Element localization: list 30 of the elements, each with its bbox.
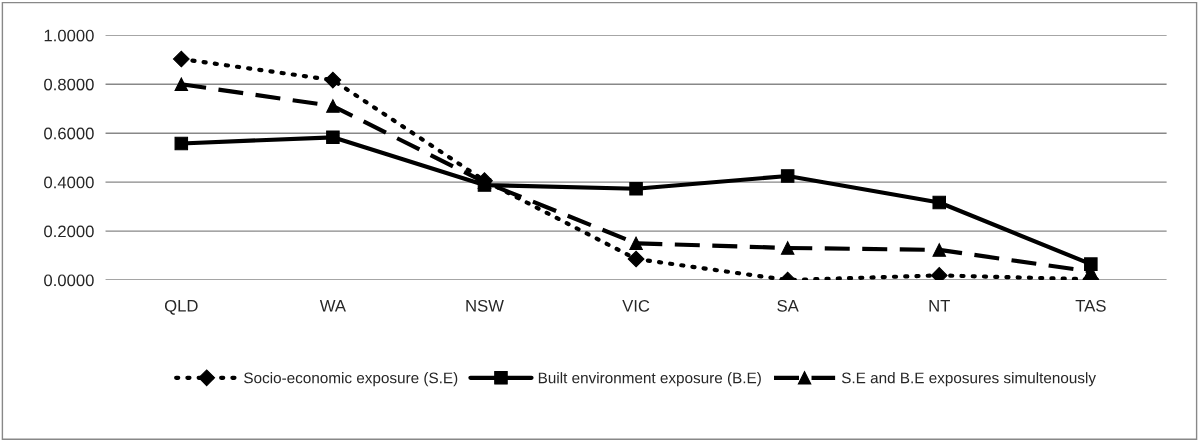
legend-label: Built environment exposure (B.E): [538, 372, 761, 387]
y-tick-label: 0.6000: [44, 127, 94, 140]
x-tick-label: NSW: [466, 299, 504, 312]
point: [932, 243, 947, 257]
point: [627, 250, 645, 268]
y-tick-label: 0.2000: [44, 225, 94, 238]
x-tick-label: SA: [777, 299, 799, 312]
point: [780, 241, 795, 255]
point: [326, 99, 340, 113]
y-tick-label: 1.0000: [44, 29, 94, 42]
x-tick-label: NT: [929, 300, 950, 312]
legend-label: S.E and B.E exposures simultenously: [841, 372, 1096, 387]
point: [172, 50, 190, 68]
point: [930, 267, 948, 281]
x-tick-label: WA: [319, 300, 346, 312]
point: [932, 195, 947, 210]
point: [174, 136, 189, 151]
x-tick-label: VIC: [622, 299, 650, 312]
point: [629, 181, 643, 196]
point: [780, 169, 795, 183]
point: [324, 71, 342, 89]
y-tick-label: 0.4000: [44, 176, 94, 189]
x-tick-label: QLD: [164, 299, 198, 315]
y-tick-label: 0.8000: [44, 78, 94, 91]
x-tick-label: TAS: [1075, 299, 1106, 312]
point: [629, 236, 643, 251]
point: [326, 130, 340, 145]
legend-label: Socio-economic exposure (S.E): [244, 372, 458, 387]
y-tick-label: 0.0000: [44, 274, 94, 287]
point: [174, 77, 189, 91]
